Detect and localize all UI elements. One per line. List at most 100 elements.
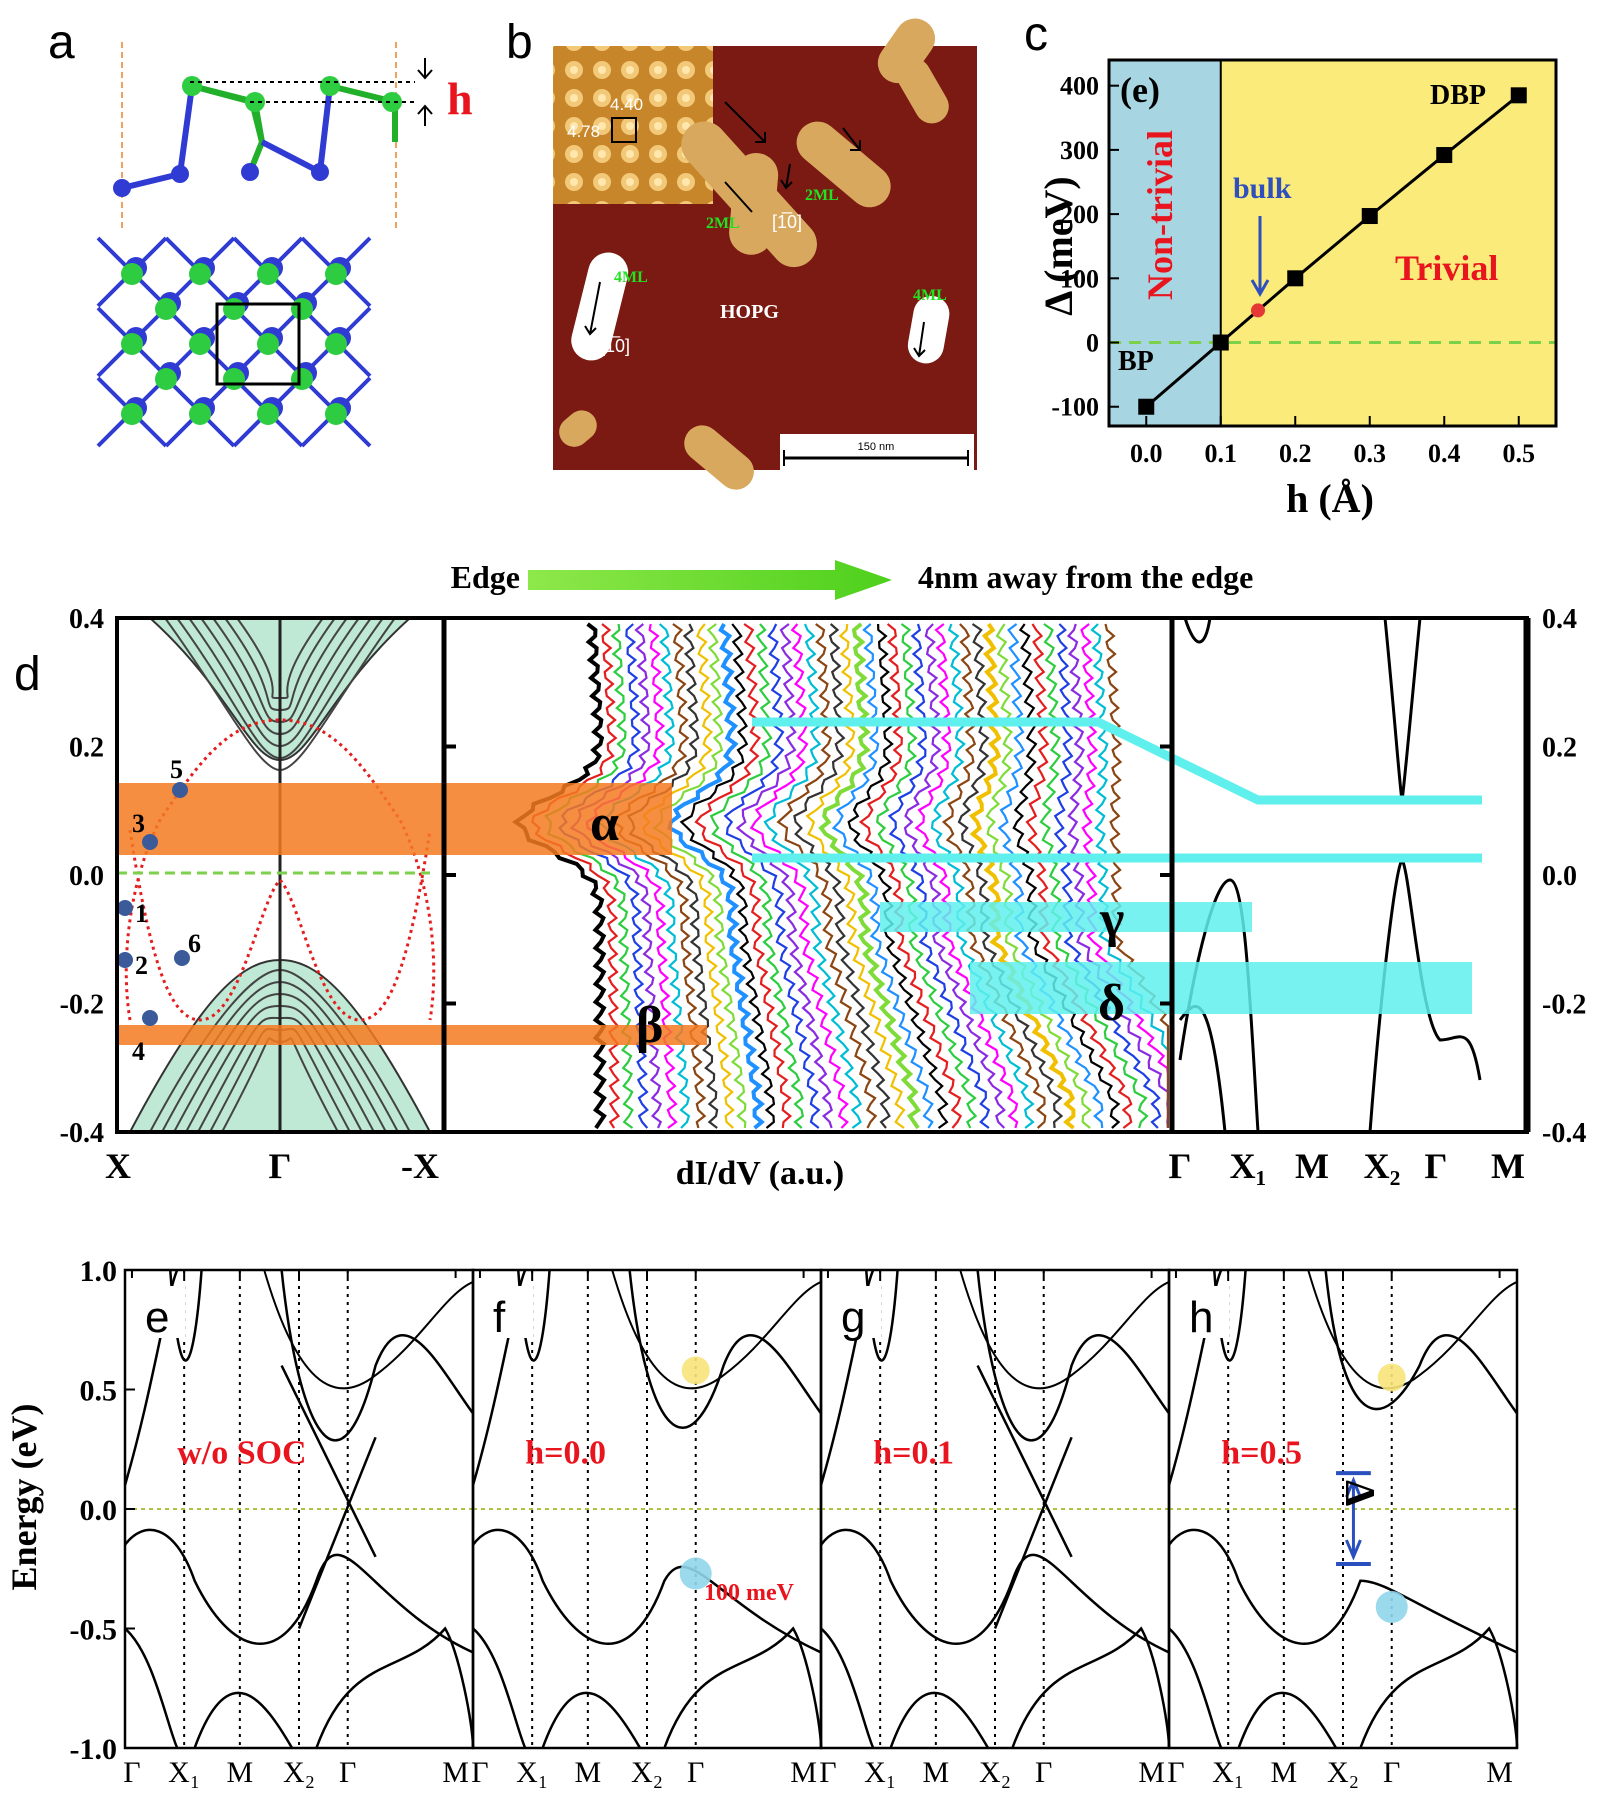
beta-band bbox=[117, 1025, 707, 1045]
efgh-xtick-label: Γ bbox=[471, 1756, 488, 1789]
d-left-xtick: X bbox=[105, 1146, 131, 1186]
state-point-label: 1 bbox=[135, 899, 148, 928]
band bbox=[819, 1528, 1170, 1654]
delta-label: δ bbox=[1098, 975, 1125, 1032]
didv-spectrum bbox=[531, 623, 621, 1129]
label-box bbox=[1185, 1286, 1229, 1338]
state-point-label: 2 bbox=[135, 951, 148, 980]
y-tick-label: -100 bbox=[1051, 393, 1099, 422]
band bbox=[993, 1436, 1073, 1629]
didv-spectrum bbox=[997, 623, 1104, 1129]
state-point bbox=[117, 952, 133, 968]
d-ytick-right: 0.4 bbox=[1542, 604, 1577, 635]
green-atom bbox=[121, 333, 143, 355]
vbm-highlight bbox=[679, 1557, 712, 1590]
didv-spectrum bbox=[723, 623, 821, 1129]
edge-state-upper bbox=[124, 718, 436, 1021]
y-tick-label: 100 bbox=[1060, 264, 1099, 293]
didv-spectrum bbox=[957, 623, 1064, 1129]
label-4ML-a: 4ML bbox=[614, 269, 648, 286]
gap-label: 100 meV bbox=[704, 1580, 795, 1606]
efgh-xtick-label: M bbox=[226, 1756, 253, 1789]
d-ytick-left: -0.2 bbox=[60, 990, 104, 1021]
band bbox=[959, 1269, 1170, 1390]
band bbox=[663, 1626, 823, 1749]
panel-label-h: h bbox=[1189, 1293, 1213, 1342]
beta-label: β bbox=[636, 997, 663, 1054]
d-ytick-left: -0.4 bbox=[60, 1118, 104, 1149]
didv-spectrum bbox=[847, 623, 949, 1129]
efgh-xtick-label: M bbox=[1270, 1756, 1297, 1789]
efgh-xtick-label: X₂ bbox=[979, 1756, 1011, 1789]
didv-spectrum bbox=[1012, 623, 1121, 1129]
band bbox=[124, 1627, 179, 1749]
green-atom bbox=[291, 298, 313, 320]
green-atom bbox=[223, 298, 245, 320]
chart-frame bbox=[1107, 58, 1558, 428]
state-point bbox=[142, 834, 158, 850]
didv-spectrum bbox=[969, 622, 1076, 1130]
band bbox=[976, 1365, 1073, 1558]
bulk-point bbox=[1251, 303, 1265, 318]
green-atom bbox=[257, 263, 279, 285]
d-ytick-right: -0.4 bbox=[1542, 1118, 1586, 1149]
efgh-xtick-label: X₂ bbox=[283, 1756, 315, 1789]
didv-spectrum bbox=[805, 623, 906, 1129]
efgh-xtick-label: X₁ bbox=[516, 1756, 548, 1789]
label-box bbox=[141, 1286, 185, 1338]
green-atom bbox=[121, 403, 143, 425]
didv-spectrum bbox=[793, 623, 891, 1129]
state-point bbox=[174, 950, 190, 966]
panel-b-stm: 4.40 4.78 2ML 2ML 4ML 4ML [1̅0] [1̅0] HO… bbox=[553, 18, 977, 490]
band bbox=[1167, 1269, 1223, 1486]
efgh-ytick-label: 1.0 bbox=[80, 1255, 118, 1288]
didv-spectrum bbox=[876, 623, 978, 1129]
didv-spectrum bbox=[914, 623, 1019, 1129]
efgh-xtick-label: X₁ bbox=[1212, 1756, 1244, 1789]
efgh-xtick-label: X₁ bbox=[168, 1756, 200, 1789]
panel-label-f: f bbox=[493, 1293, 506, 1342]
cyan-upper-line bbox=[752, 717, 1482, 805]
cbm-highlight bbox=[1377, 1363, 1406, 1392]
inset-value-1: 4.40 bbox=[610, 95, 643, 114]
state-point-label: 5 bbox=[170, 755, 183, 784]
scalebar-label: 150 nm bbox=[858, 441, 895, 453]
d-right-xtick: M bbox=[1295, 1146, 1329, 1186]
cbm-highlight bbox=[681, 1356, 710, 1385]
green-atom bbox=[325, 333, 347, 355]
didv-spectrum bbox=[667, 623, 765, 1130]
state-point-label: 3 bbox=[132, 809, 145, 838]
band bbox=[472, 1627, 527, 1749]
delta-band bbox=[970, 962, 1472, 1014]
efgh-title: w/o SOC bbox=[177, 1435, 306, 1472]
band bbox=[628, 1269, 823, 1429]
label-4ML-b: 4ML bbox=[913, 287, 947, 304]
d-left-xtick: -X bbox=[401, 1146, 439, 1186]
d-ytick-left: 0.0 bbox=[69, 861, 104, 892]
data-point bbox=[1287, 270, 1304, 287]
didv-spectrum bbox=[709, 623, 805, 1129]
efgh-ytick-label: 0.5 bbox=[80, 1375, 118, 1408]
panel-label-g: g bbox=[841, 1293, 865, 1342]
edge-arrow bbox=[528, 560, 892, 600]
didv-spectrum bbox=[903, 623, 1006, 1129]
band bbox=[1307, 1269, 1518, 1390]
y-tick-label: 300 bbox=[1060, 136, 1099, 165]
efgh-xtick-label: M bbox=[922, 1756, 949, 1789]
bulk-band bbox=[1383, 617, 1422, 801]
didv-spectrum bbox=[558, 623, 649, 1129]
band bbox=[1237, 1691, 1338, 1749]
didv-spectrum bbox=[1053, 623, 1162, 1129]
band bbox=[889, 1691, 990, 1749]
didv-xlabel: dI/dV (a.u.) bbox=[676, 1155, 845, 1192]
didv-spectrum bbox=[749, 623, 849, 1129]
didv-spectrum bbox=[1066, 623, 1170, 1129]
energy-ylabel: Energy (eV) bbox=[4, 1404, 44, 1591]
y-tick-label: 200 bbox=[1060, 200, 1099, 229]
efgh-xtick-label: M bbox=[790, 1756, 817, 1789]
didv-spectrum bbox=[858, 623, 963, 1129]
y-tick-label: 0 bbox=[1086, 329, 1099, 358]
vbm-highlight bbox=[1375, 1590, 1408, 1623]
efgh-xtick-label: Γ bbox=[687, 1756, 704, 1789]
state-point bbox=[142, 1010, 158, 1026]
